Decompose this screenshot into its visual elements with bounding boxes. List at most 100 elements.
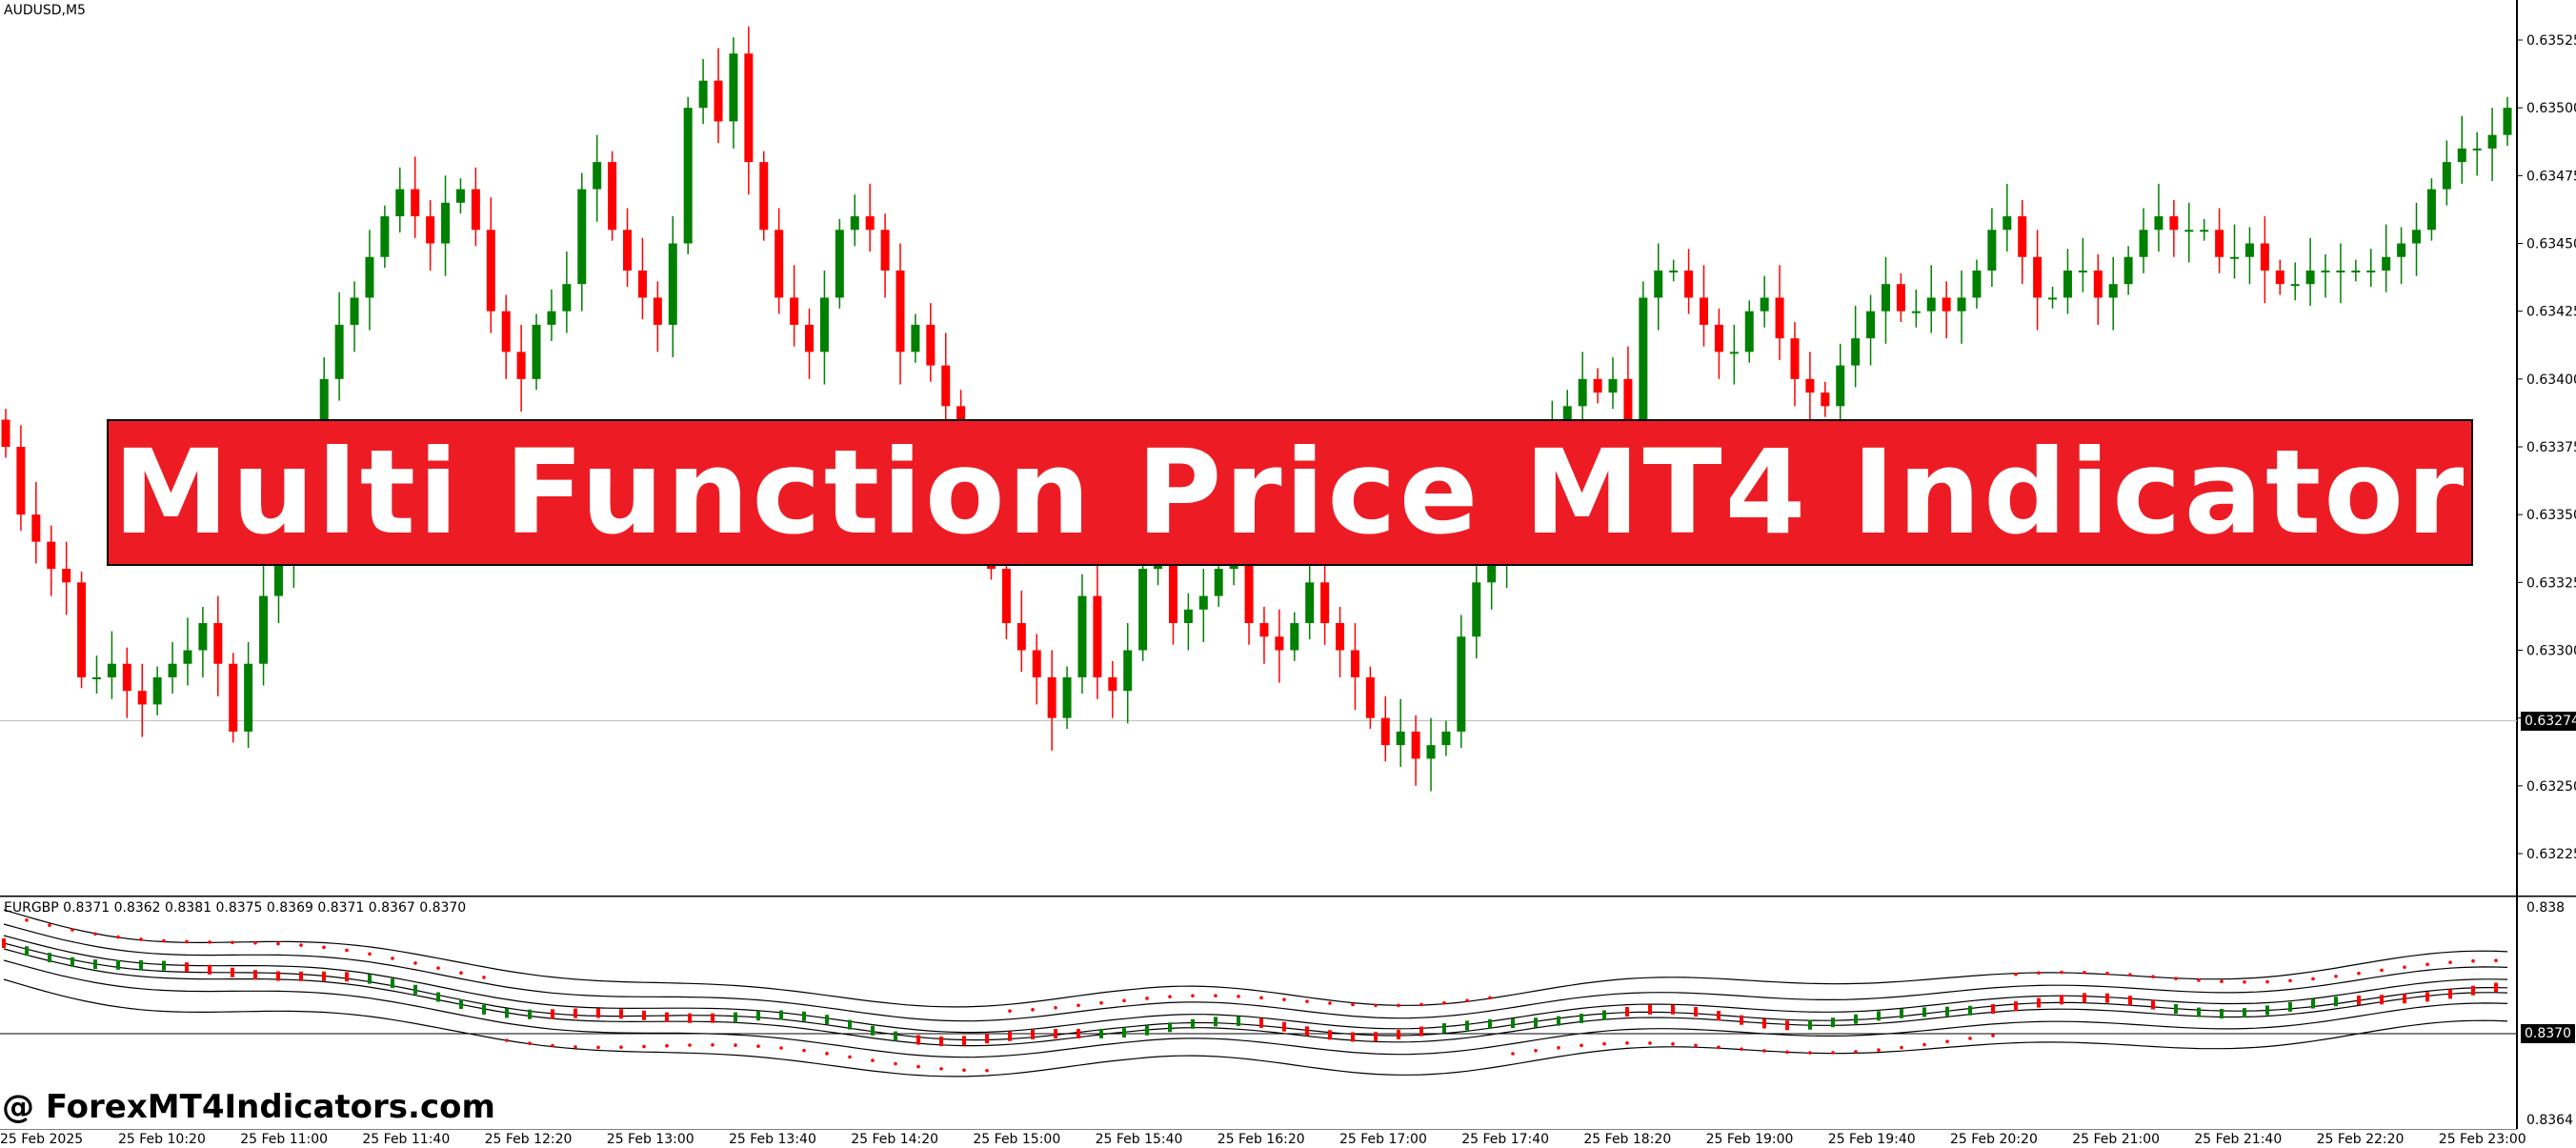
candle-body <box>213 623 223 664</box>
candle-body <box>1 419 10 447</box>
candle-body <box>2154 216 2163 231</box>
indicator-line <box>3 935 2508 1034</box>
indicator-subwindow[interactable]: 0.838 0.8364 <box>0 896 2576 1129</box>
candle-body <box>1198 595 1208 610</box>
mini-candle <box>1442 1023 1446 1034</box>
mini-candle <box>1717 1011 1721 1021</box>
indicator-dot <box>1831 1051 1835 1055</box>
indicator-dot <box>2403 965 2406 969</box>
subwindow-price-label: 0.838 <box>2526 900 2565 916</box>
mini-candle <box>1580 1013 1583 1023</box>
indicator-dot <box>1328 1001 1332 1005</box>
candle-body <box>653 297 662 325</box>
indicator-dot <box>1762 1049 1766 1053</box>
candle-body <box>1926 297 1936 312</box>
candle-body <box>2260 243 2269 271</box>
indicator-dot <box>505 1038 509 1042</box>
indicator-dot <box>1534 1048 1538 1053</box>
price-tick-label: 0.63325 <box>2526 575 2576 591</box>
candle-body <box>623 230 633 271</box>
price-tick-label: 0.63375 <box>2526 440 2576 455</box>
indicator-dot <box>322 945 326 950</box>
candle-body <box>1608 378 1618 393</box>
indicator-dot <box>1099 1000 1103 1005</box>
candle-body <box>1047 676 1057 718</box>
candle-body <box>2412 230 2422 244</box>
mini-candle <box>413 984 417 995</box>
mini-candle <box>802 1011 806 1021</box>
indicator-dot <box>231 940 234 945</box>
candle-body <box>2503 108 2512 135</box>
mini-candle <box>2151 999 2155 1010</box>
candle-body <box>2351 270 2361 272</box>
candle-body <box>122 663 131 692</box>
mini-candle <box>2403 994 2406 1004</box>
indicator-dot <box>711 1042 714 1047</box>
mini-candle <box>1374 1032 1378 1042</box>
candle-body <box>501 311 511 352</box>
mini-candle <box>1328 1030 1332 1040</box>
candle-body <box>744 53 754 163</box>
mini-candle <box>1740 1015 1743 1025</box>
candle-body <box>729 53 738 122</box>
candle-body <box>1016 623 1026 651</box>
time-tick-label: 25 Feb 21:40 <box>2194 1132 2282 1147</box>
mini-candle <box>756 1011 760 1021</box>
candle-body <box>2093 270 2103 298</box>
indicator-dot <box>299 943 303 947</box>
indicator-dot <box>734 1043 737 1047</box>
mini-candle <box>2014 1001 2018 1012</box>
mini-candle <box>505 1008 509 1018</box>
time-tick-label: 25 Feb 14:20 <box>851 1132 938 1147</box>
indicator-dot <box>391 957 394 960</box>
candle-body <box>1699 297 1708 325</box>
candle-body <box>31 514 41 542</box>
candle-body <box>941 365 951 407</box>
candle-body <box>1911 311 1921 313</box>
indicator-dot <box>1900 1045 1903 1050</box>
mini-candle <box>848 1019 852 1030</box>
indicator-dot <box>1785 1050 1789 1055</box>
candle-body <box>380 216 390 257</box>
mini-candle <box>231 967 234 977</box>
mini-candle <box>185 962 189 973</box>
indicator-line <box>3 909 2508 1008</box>
candle-body <box>2290 284 2300 287</box>
mini-candle <box>825 1015 829 1025</box>
candle-body <box>805 324 815 352</box>
indicator-dot <box>2105 971 2109 976</box>
indicator-dot <box>2311 977 2315 981</box>
price-tick-label: 0.63525 <box>2526 33 2576 49</box>
indicator-line <box>3 923 2508 1022</box>
mini-candle <box>1419 1026 1423 1037</box>
mini-candle <box>2471 985 2475 996</box>
candle-body <box>2200 230 2209 232</box>
candle-body <box>365 256 374 298</box>
candle-body <box>2048 297 2058 300</box>
indicator-dot <box>2083 970 2086 975</box>
mini-candle <box>2060 995 2063 1005</box>
indicator-dot <box>1808 1051 1812 1055</box>
price-tick-label: 0.63425 <box>2526 305 2576 320</box>
mini-candle <box>779 1010 783 1020</box>
indicator-dot <box>1877 1048 1881 1052</box>
mini-candle <box>1465 1020 1469 1031</box>
candle-body <box>1275 636 1284 651</box>
candle-body <box>865 216 875 231</box>
indicator-dot <box>2197 978 2201 982</box>
candle-body <box>1805 378 1815 393</box>
indicator-dot <box>2357 971 2361 976</box>
indicator-dot <box>1945 1039 1949 1044</box>
time-tick-label: 25 Feb 15:00 <box>973 1132 1060 1147</box>
mini-candle <box>1191 1018 1195 1029</box>
candle-body <box>1760 297 1769 312</box>
candle-body <box>1851 338 1861 366</box>
mini-candle <box>208 964 211 975</box>
candle-body <box>1441 731 1451 746</box>
candle-body <box>2018 216 2027 257</box>
mini-candle <box>391 978 394 989</box>
indicator-dot <box>1237 995 1240 998</box>
indicator-dot <box>276 941 280 946</box>
